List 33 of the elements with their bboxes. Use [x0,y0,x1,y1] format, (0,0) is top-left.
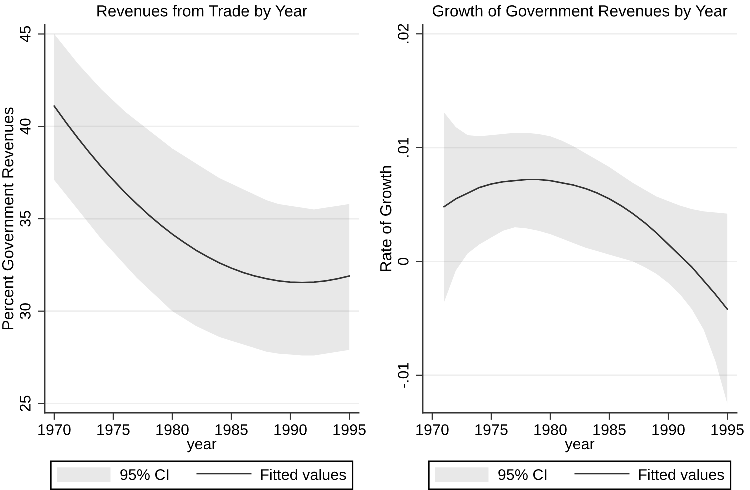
x-axis-title: year [187,441,217,453]
x-tick-label: 1990 [274,424,307,436]
y-axis-title: Rate of Growth [380,166,392,272]
x-tick-label: 1975 [476,424,508,436]
line-series [54,106,350,284]
x-tick-label: 1970 [416,424,449,436]
x-tick-label: 1975 [98,424,130,436]
x-tick-label: 1990 [652,424,685,436]
y-tick-label: -.01 [398,363,409,388]
x-tick-label: 1980 [156,424,189,436]
x-tick-label: 1985 [594,424,626,436]
chart-title: Growth of Government Revenues by Year [432,5,728,20]
y-tick-label: .02 [398,24,409,44]
legend-label: Fitted values [261,469,346,480]
x-tick-label: 1995 [334,424,366,436]
x-tick-label: 1985 [216,424,248,436]
chart-title: Revenues from Trade by Year [98,5,308,20]
legend-label: Fitted values [639,469,724,480]
y-axis-title: Percent Government Revenues [2,108,14,330]
line-series [443,178,728,310]
y-tick-label: 45 [20,26,31,42]
text: 95% CI [120,469,169,480]
x-axis-title: year [565,441,595,453]
x-tick-label: 1995 [712,424,744,436]
y-tick-label: 0 [398,258,409,266]
y-tick-label: 40 [20,118,31,135]
y-tick-label: 30 [20,303,31,320]
x-tick-label: 1980 [534,424,567,436]
y-tick-label: .01 [398,138,409,158]
x-tick-label: 1970 [38,424,71,436]
text: 95% CI [498,469,547,480]
y-tick-label: 35 [20,211,31,227]
y-tick-label: 25 [20,396,31,412]
